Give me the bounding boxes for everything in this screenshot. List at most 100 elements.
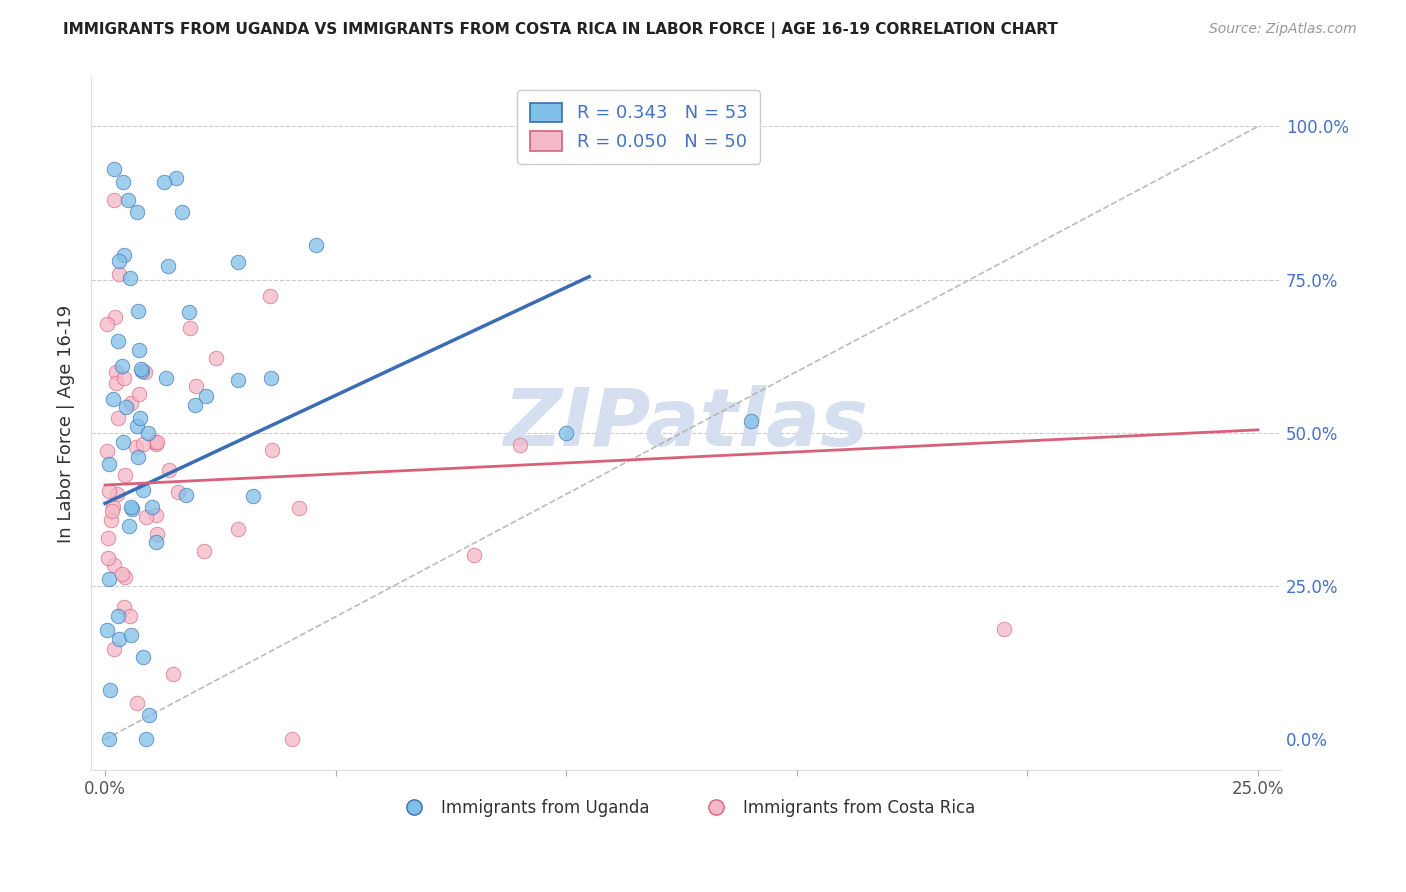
Point bbox=[115, 400, 138, 414]
Point bbox=[226, 255, 249, 269]
Point bbox=[280, 732, 302, 747]
Point bbox=[170, 205, 193, 219]
Point bbox=[128, 387, 150, 401]
Point bbox=[107, 608, 129, 623]
Point bbox=[132, 483, 155, 497]
Point bbox=[194, 389, 217, 403]
Point bbox=[145, 508, 167, 522]
Point bbox=[143, 434, 166, 449]
Point bbox=[112, 248, 135, 262]
Text: ZIPatlas: ZIPatlas bbox=[503, 384, 869, 463]
Point bbox=[105, 487, 128, 501]
Point bbox=[128, 410, 150, 425]
Point bbox=[97, 483, 120, 498]
Point bbox=[96, 624, 118, 638]
Point bbox=[112, 599, 135, 614]
Point bbox=[145, 434, 167, 449]
Point bbox=[107, 334, 129, 349]
Point bbox=[98, 732, 121, 747]
Y-axis label: In Labor Force | Age 16-19: In Labor Force | Age 16-19 bbox=[58, 304, 75, 543]
Point bbox=[112, 370, 135, 384]
Point bbox=[112, 175, 135, 189]
Point bbox=[127, 205, 149, 219]
Point bbox=[120, 396, 142, 410]
Point bbox=[120, 609, 142, 624]
Point bbox=[101, 503, 124, 517]
Point bbox=[226, 373, 249, 387]
Point bbox=[145, 535, 167, 549]
Point bbox=[98, 457, 121, 471]
Point bbox=[97, 531, 120, 545]
Point bbox=[108, 632, 131, 646]
Point bbox=[165, 171, 187, 186]
Point bbox=[97, 572, 120, 586]
Point bbox=[101, 392, 124, 406]
Point bbox=[97, 551, 120, 566]
Point bbox=[242, 489, 264, 503]
Point bbox=[260, 371, 283, 385]
Point bbox=[132, 650, 155, 665]
Point bbox=[103, 558, 125, 573]
Point bbox=[121, 502, 143, 516]
Point bbox=[96, 317, 118, 331]
Point bbox=[105, 365, 128, 379]
Point bbox=[107, 411, 129, 425]
Point bbox=[108, 267, 131, 281]
Point bbox=[260, 442, 283, 457]
Point bbox=[174, 488, 197, 502]
Point bbox=[105, 376, 128, 391]
Point bbox=[96, 444, 118, 458]
Point bbox=[103, 642, 125, 657]
Point bbox=[193, 543, 215, 558]
Point bbox=[145, 436, 167, 450]
Text: Source: ZipAtlas.com: Source: ZipAtlas.com bbox=[1209, 22, 1357, 37]
Point bbox=[131, 364, 153, 378]
Point bbox=[104, 310, 127, 324]
Point bbox=[111, 359, 134, 374]
Point bbox=[117, 193, 139, 207]
Point bbox=[135, 732, 157, 747]
Point bbox=[103, 500, 125, 514]
Point bbox=[120, 628, 142, 642]
Point bbox=[138, 708, 160, 723]
Point bbox=[111, 435, 134, 450]
Point bbox=[136, 425, 159, 440]
Point bbox=[463, 549, 485, 563]
Point bbox=[120, 500, 142, 514]
Point bbox=[162, 666, 184, 681]
Point bbox=[146, 527, 169, 541]
Point bbox=[135, 509, 157, 524]
Point bbox=[259, 289, 281, 303]
Point bbox=[125, 419, 148, 434]
Point bbox=[509, 438, 531, 452]
Text: IMMIGRANTS FROM UGANDA VS IMMIGRANTS FROM COSTA RICA IN LABOR FORCE | AGE 16-19 : IMMIGRANTS FROM UGANDA VS IMMIGRANTS FRO… bbox=[63, 22, 1059, 38]
Point bbox=[129, 362, 152, 376]
Point bbox=[100, 512, 122, 526]
Point bbox=[226, 522, 249, 536]
Point bbox=[114, 570, 136, 584]
Point bbox=[740, 414, 762, 428]
Point bbox=[108, 254, 131, 268]
Point bbox=[103, 162, 125, 177]
Point bbox=[156, 259, 179, 273]
Point bbox=[993, 622, 1015, 636]
Point bbox=[125, 440, 148, 454]
Point bbox=[141, 500, 163, 514]
Legend: Immigrants from Uganda, Immigrants from Costa Rica: Immigrants from Uganda, Immigrants from … bbox=[391, 793, 981, 824]
Point bbox=[205, 351, 228, 366]
Point bbox=[555, 425, 578, 440]
Point bbox=[155, 371, 177, 385]
Point bbox=[127, 303, 149, 318]
Point bbox=[127, 450, 149, 465]
Point bbox=[153, 175, 176, 189]
Point bbox=[132, 436, 155, 450]
Point bbox=[120, 271, 142, 285]
Point bbox=[184, 398, 207, 412]
Point bbox=[98, 683, 121, 698]
Point bbox=[118, 518, 141, 533]
Point bbox=[110, 567, 132, 582]
Point bbox=[127, 696, 149, 710]
Point bbox=[134, 365, 156, 379]
Point bbox=[114, 468, 136, 483]
Point bbox=[177, 305, 200, 319]
